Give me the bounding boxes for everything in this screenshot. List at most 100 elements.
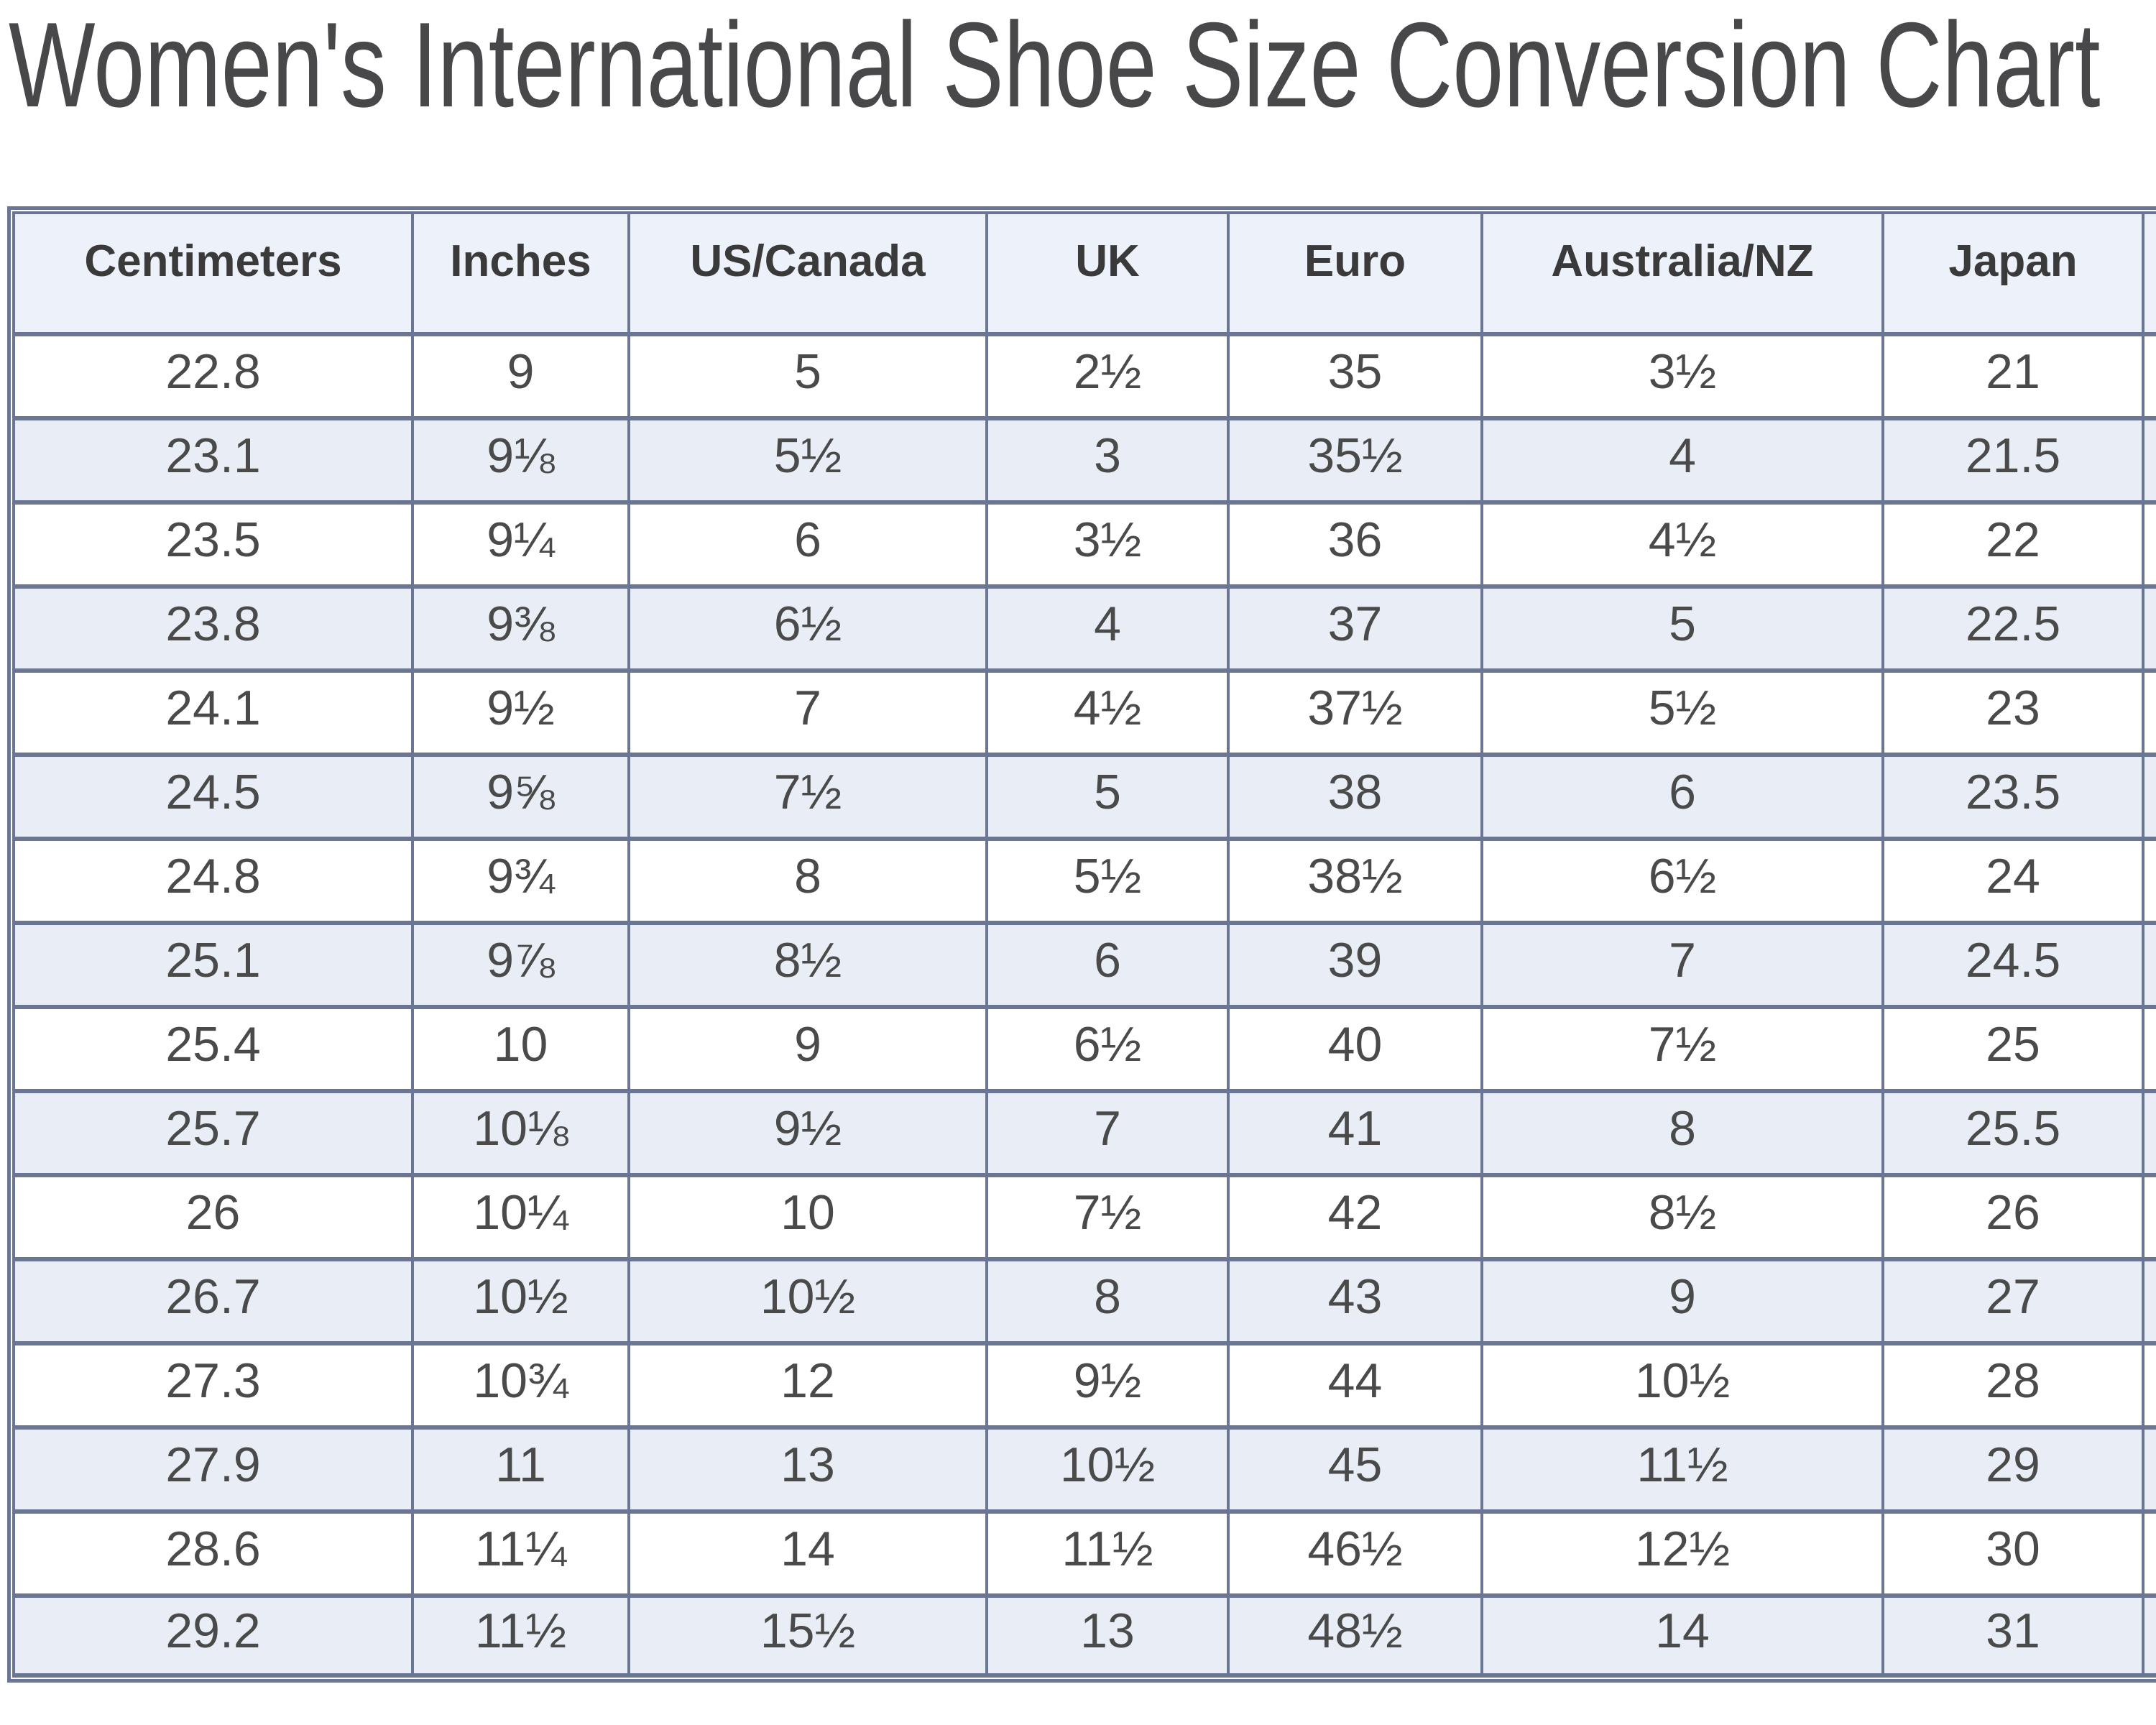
table-cell: 10¼	[411, 1173, 627, 1257]
table-cell: 6	[985, 921, 1227, 1005]
table-cell: 9⅝	[411, 753, 627, 837]
table-row: 27.9 11 13 10½ 45 11½ 29	[12, 1425, 2156, 1509]
clipped-column-cell	[2142, 753, 2156, 837]
table-cell: 6½	[985, 1005, 1227, 1089]
clipped-column-cell	[2142, 921, 2156, 1005]
table-cell: 13	[985, 1593, 1227, 1678]
table-row: 25.1 9⅞ 8½ 6 39 7 24.5	[12, 921, 2156, 1005]
table-cell: 25.1	[12, 921, 411, 1005]
clipped-column-cell	[2142, 1089, 2156, 1173]
table-cell: 42	[1227, 1173, 1480, 1257]
column-header-centimeters: Centimeters	[12, 211, 411, 332]
table-cell: 7	[627, 668, 985, 753]
table-cell: 27.9	[12, 1425, 411, 1509]
table-cell: 25.4	[12, 1005, 411, 1089]
table-cell: 37	[1227, 584, 1480, 668]
table-cell: 21	[1881, 332, 2142, 416]
table-cell: 8½	[627, 921, 985, 1005]
table-cell: 23.5	[12, 500, 411, 584]
table-row: 23.1 9⅛ 5½ 3 35½ 4 21.5	[12, 416, 2156, 500]
table-row: 24.1 9½ 7 4½ 37½ 5½ 23	[12, 668, 2156, 753]
table-cell: 48½	[1227, 1593, 1480, 1678]
table-cell: 28	[1881, 1341, 2142, 1425]
table-cell: 4½	[1480, 500, 1881, 584]
table-cell: 5½	[1480, 668, 1881, 753]
table-cell: 23.1	[12, 416, 411, 500]
table-cell: 5	[1480, 584, 1881, 668]
table-cell: 11½	[411, 1593, 627, 1678]
table-cell: 14	[1480, 1593, 1881, 1678]
table-cell: 24.5	[12, 753, 411, 837]
header-row: Centimeters Inches US/Canada UK Euro Aus…	[12, 211, 2156, 332]
table-cell: 9⅞	[411, 921, 627, 1005]
table-cell: 8½	[1480, 1173, 1881, 1257]
table-cell: 14	[627, 1509, 985, 1593]
table-header: Centimeters Inches US/Canada UK Euro Aus…	[12, 211, 2156, 332]
table-row: 22.8 9 5 2½ 35 3½ 21	[12, 332, 2156, 416]
table-cell: 38	[1227, 753, 1480, 837]
table-cell: 26	[12, 1173, 411, 1257]
table-cell: 3½	[1480, 332, 1881, 416]
clipped-column-cell	[2142, 1425, 2156, 1509]
table-cell: 26.7	[12, 1257, 411, 1341]
table-cell: 9⅜	[411, 584, 627, 668]
table-cell: 3	[985, 416, 1227, 500]
table-cell: 9¼	[411, 500, 627, 584]
table-cell: 12	[627, 1341, 985, 1425]
table-cell: 4	[1480, 416, 1881, 500]
table-cell: 5½	[985, 837, 1227, 921]
table-cell: 4½	[985, 668, 1227, 753]
clipped-column-cell	[2142, 837, 2156, 921]
table-cell: 35	[1227, 332, 1480, 416]
table-row: 25.7 10⅛ 9½ 7 41 8 25.5	[12, 1089, 2156, 1173]
table-cell: 8	[985, 1257, 1227, 1341]
table-cell: 9½	[627, 1089, 985, 1173]
table-cell: 23	[1881, 668, 2142, 753]
table-cell: 24.1	[12, 668, 411, 753]
table-cell: 41	[1227, 1089, 1480, 1173]
table-cell: 9¾	[411, 837, 627, 921]
clipped-column-cell	[2142, 1173, 2156, 1257]
table-cell: 9½	[411, 668, 627, 753]
clipped-column-cell	[2142, 416, 2156, 500]
table-cell: 6	[627, 500, 985, 584]
clipped-column-cell	[2142, 1341, 2156, 1425]
table-cell: 8	[1480, 1089, 1881, 1173]
table-cell: 27.3	[12, 1341, 411, 1425]
table-cell: 10½	[1480, 1341, 1881, 1425]
table-cell: 38½	[1227, 837, 1480, 921]
table-cell: 24.5	[1881, 921, 2142, 1005]
column-header-euro: Euro	[1227, 211, 1480, 332]
table-cell: 6½	[627, 584, 985, 668]
table-cell: 36	[1227, 500, 1480, 584]
table-cell: 25.5	[1881, 1089, 2142, 1173]
table-cell: 7½	[1480, 1005, 1881, 1089]
table-cell: 25.7	[12, 1089, 411, 1173]
table-cell: 37½	[1227, 668, 1480, 753]
table-cell: 40	[1227, 1005, 1480, 1089]
table-cell: 10	[411, 1005, 627, 1089]
table-cell: 22.8	[12, 332, 411, 416]
table-row: 27.3 10¾ 12 9½ 44 10½ 28	[12, 1341, 2156, 1425]
table-cell: 27	[1881, 1257, 2142, 1341]
table-cell: 25	[1881, 1005, 2142, 1089]
table-row: 28.6 11¼ 14 11½ 46½ 12½ 30	[12, 1509, 2156, 1593]
clipped-column-header	[2142, 211, 2156, 332]
table-row: 29.2 11½ 15½ 13 48½ 14 31	[12, 1593, 2156, 1678]
table-row: 24.8 9¾ 8 5½ 38½ 6½ 24	[12, 837, 2156, 921]
table-cell: 21.5	[1881, 416, 2142, 500]
table-cell: 7½	[985, 1173, 1227, 1257]
clipped-column-cell	[2142, 332, 2156, 416]
table-cell: 24.8	[12, 837, 411, 921]
table-cell: 15½	[627, 1593, 985, 1678]
conversion-table-container: Centimeters Inches US/Canada UK Euro Aus…	[7, 206, 2156, 1683]
shoe-size-conversion-table: Centimeters Inches US/Canada UK Euro Aus…	[7, 206, 2156, 1683]
table-cell: 11	[411, 1425, 627, 1509]
column-header-uk: UK	[985, 211, 1227, 332]
clipped-column-cell	[2142, 668, 2156, 753]
table-cell: 11½	[985, 1509, 1227, 1593]
table-cell: 11¼	[411, 1509, 627, 1593]
table-body: 22.8 9 5 2½ 35 3½ 21 23.1 9⅛ 5½ 3 35½ 4 21.5 23.5 9¼ 6 3½…	[12, 332, 2156, 1678]
table-cell: 7	[985, 1089, 1227, 1173]
